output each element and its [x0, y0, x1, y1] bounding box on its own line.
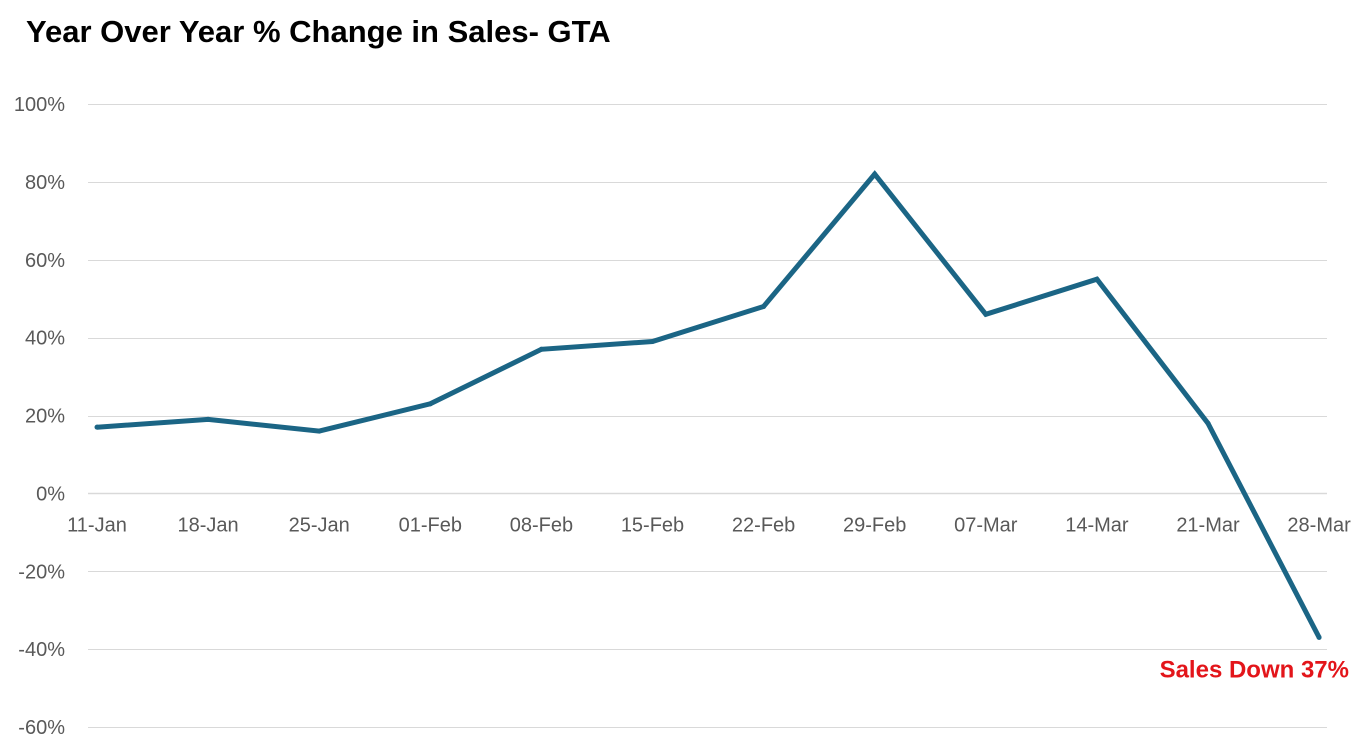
- x-tick-label: 18-Jan: [178, 514, 239, 536]
- y-tick-label: 60%: [25, 250, 65, 272]
- data-point: [761, 303, 767, 309]
- y-tick-label: 80%: [25, 172, 65, 194]
- data-point: [983, 311, 989, 317]
- data-point: [872, 171, 878, 177]
- series-line: [96, 170, 1322, 639]
- x-tick-label: 22-Feb: [732, 514, 795, 536]
- y-tick-label: 0%: [36, 483, 65, 505]
- chart-title: Year Over Year % Change in Sales- GTA: [26, 14, 611, 49]
- data-point: [316, 428, 322, 434]
- x-tick-label: 14-Mar: [1065, 514, 1129, 536]
- x-tick-label: 28-Mar: [1287, 514, 1351, 536]
- data-point: [94, 424, 100, 430]
- x-tick-label: 08-Feb: [510, 514, 573, 536]
- data-point: [427, 401, 433, 407]
- x-tick-label: 07-Mar: [954, 514, 1018, 536]
- y-tick-label: 40%: [25, 328, 65, 350]
- x-axis-ticks: 11-Jan 18-Jan 25-Jan 01-Feb 08-Feb 15-Feb 22-F…: [67, 514, 1351, 536]
- data-point: [1316, 634, 1322, 640]
- data-point: [205, 416, 211, 422]
- annotation-layer: Sales Down 37%: [1160, 656, 1349, 683]
- data-point: [1205, 420, 1211, 426]
- data-point: [1094, 276, 1100, 282]
- x-tick-label: 25-Jan: [289, 514, 350, 536]
- y-tick-label: -60%: [18, 717, 65, 739]
- series-layer: [94, 170, 1322, 640]
- annotation-text: Sales Down 37%: [1160, 656, 1349, 683]
- data-point: [538, 346, 544, 352]
- y-tick-label: 20%: [25, 406, 65, 428]
- x-tick-label: 01-Feb: [399, 514, 462, 536]
- x-tick-label: 15-Feb: [621, 514, 684, 536]
- y-tick-label: -40%: [18, 639, 65, 661]
- x-tick-label: 29-Feb: [843, 514, 906, 536]
- data-point: [650, 339, 655, 345]
- x-tick-label: 21-Mar: [1176, 514, 1240, 536]
- y-axis-ticks: 100% 80% 60% 40% 20% 0% -20% -40% -60%: [14, 94, 65, 739]
- y-tick-label: -20%: [18, 561, 65, 583]
- y-tick-label: 100%: [14, 94, 65, 116]
- gridlines: [88, 104, 1327, 728]
- x-tick-label: 11-Jan: [67, 514, 127, 536]
